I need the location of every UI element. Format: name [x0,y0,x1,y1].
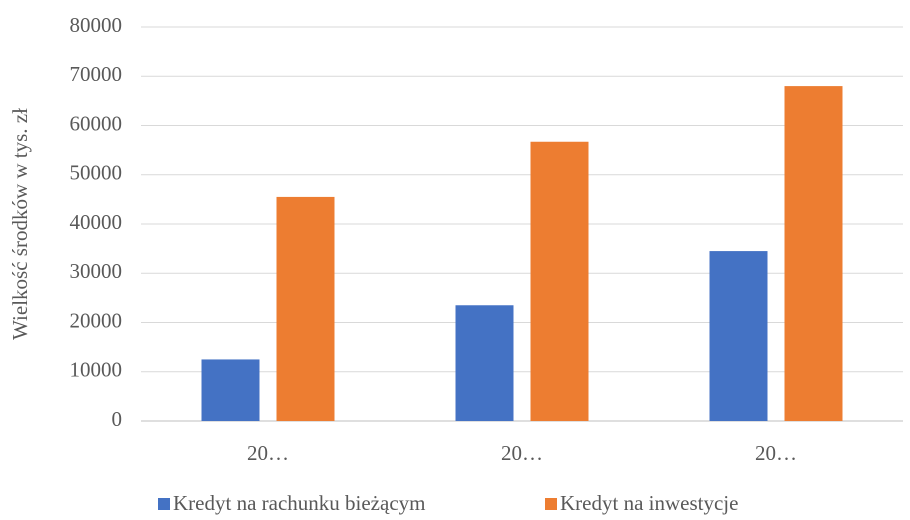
bar [784,86,843,421]
y-tick-label: 60000 [70,111,123,135]
legend-label: Kredyt na rachunku bieżącym [173,491,425,515]
bar [530,141,589,421]
x-tick-label: 20… [501,441,543,465]
y-tick-label: 20000 [70,308,123,332]
bar [201,359,260,421]
y-tick-label: 80000 [70,13,123,37]
x-tick-label: 20… [755,441,797,465]
bar [276,196,335,421]
y-tick-label: 50000 [70,161,123,185]
legend-swatch [158,498,170,510]
bar [455,305,514,421]
legend-swatch [545,498,557,510]
y-tick-label: 10000 [70,358,123,382]
bar [709,251,768,421]
y-tick-label: 30000 [70,259,123,283]
y-axis-title: Wielkość środków w tys. zł [8,108,32,340]
legend-label: Kredyt na inwestycje [560,491,738,515]
y-tick-label: 40000 [70,210,123,234]
x-tick-label: 20… [247,441,289,465]
y-tick-label: 70000 [70,62,123,86]
y-tick-label: 0 [112,407,123,431]
